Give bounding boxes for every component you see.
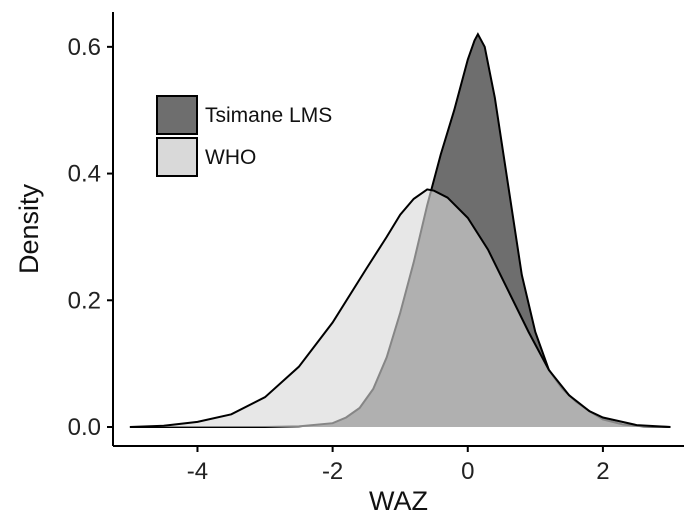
y-tick-label: 0.2: [68, 287, 101, 314]
x-tick-label: 0: [461, 458, 474, 485]
y-ticks: 0.0 0.2 0.4 0.6: [68, 34, 113, 441]
x-tick-label: -4: [187, 458, 208, 485]
y-tick-label: 0.4: [68, 161, 101, 188]
legend: Tsimane LMS WHO: [156, 95, 332, 177]
x-tick-label: 2: [596, 458, 609, 485]
x-tick-label: -2: [322, 458, 343, 485]
y-axis-title: Density: [14, 183, 44, 274]
legend-key-who: [156, 137, 198, 177]
density-area-who: [129, 189, 671, 427]
legend-label-who: WHO: [205, 146, 256, 169]
density-areas: [129, 32, 671, 428]
x-axis-title: WAZ: [369, 486, 428, 516]
legend-key-tsimane-lms: [156, 95, 198, 135]
axes: [112, 12, 684, 447]
y-tick-label: 0.6: [68, 34, 101, 61]
legend-label-tsimane-lms: Tsimane LMS: [205, 104, 332, 127]
y-tick-label: 0.0: [68, 414, 101, 441]
x-ticks: -4 -2 0 2: [187, 446, 610, 485]
density-line-who: [129, 188, 671, 428]
